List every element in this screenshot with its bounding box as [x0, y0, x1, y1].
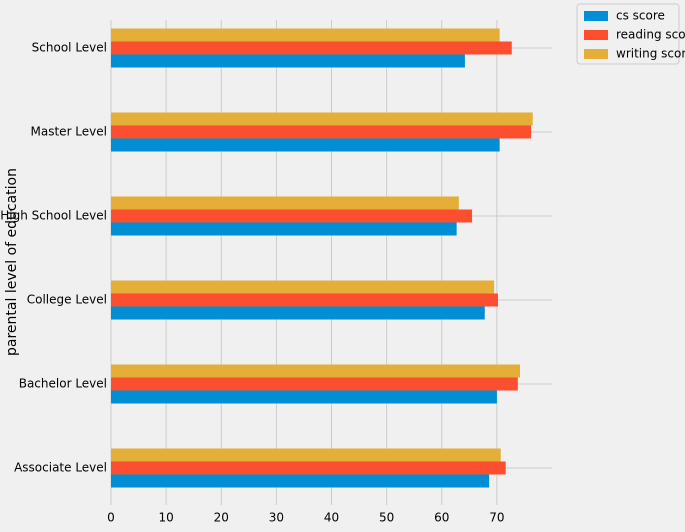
bar: [111, 209, 473, 223]
y-tick-label: Associate Level: [14, 461, 107, 475]
x-tick-label: 30: [269, 511, 284, 525]
x-tick-label: 70: [489, 511, 504, 525]
bar: [111, 280, 495, 294]
legend-swatch: [584, 11, 608, 21]
bar: [111, 364, 521, 378]
bar: [111, 390, 497, 404]
bar: [111, 293, 498, 307]
legend-swatch: [584, 30, 608, 40]
y-tick-label: Master Level: [31, 125, 107, 139]
y-tick-label: College Level: [27, 293, 107, 307]
legend: cs score reading score writing score: [576, 3, 685, 65]
x-tick-label: 60: [434, 511, 449, 525]
bar: [111, 461, 506, 475]
bar: [111, 222, 457, 236]
legend-label: reading score: [616, 28, 685, 42]
bar: [111, 28, 500, 42]
y-tick-label: School Level: [32, 41, 107, 55]
x-tick-label: 20: [214, 511, 229, 525]
y-tick-label: High School Level: [0, 209, 107, 223]
bar: [111, 196, 459, 210]
legend-label: cs score: [616, 9, 665, 23]
bar: [111, 138, 500, 152]
bar: [111, 474, 490, 488]
bar: [111, 112, 533, 126]
bar: [111, 306, 485, 320]
legend-swatch: [584, 49, 608, 59]
bar: [111, 377, 518, 391]
x-tick-label: 50: [379, 511, 394, 525]
legend-label: writing score: [616, 47, 685, 61]
bar: [111, 54, 465, 68]
bar: [111, 41, 512, 55]
bar: [111, 125, 532, 139]
x-tick-label: 40: [324, 511, 339, 525]
x-tick-label: 10: [158, 511, 173, 525]
bar: [111, 448, 501, 462]
y-tick-label: Bachelor Level: [19, 377, 107, 391]
x-tick-label: 0: [107, 511, 115, 525]
y-axis-label: parental level of education: [4, 168, 20, 356]
